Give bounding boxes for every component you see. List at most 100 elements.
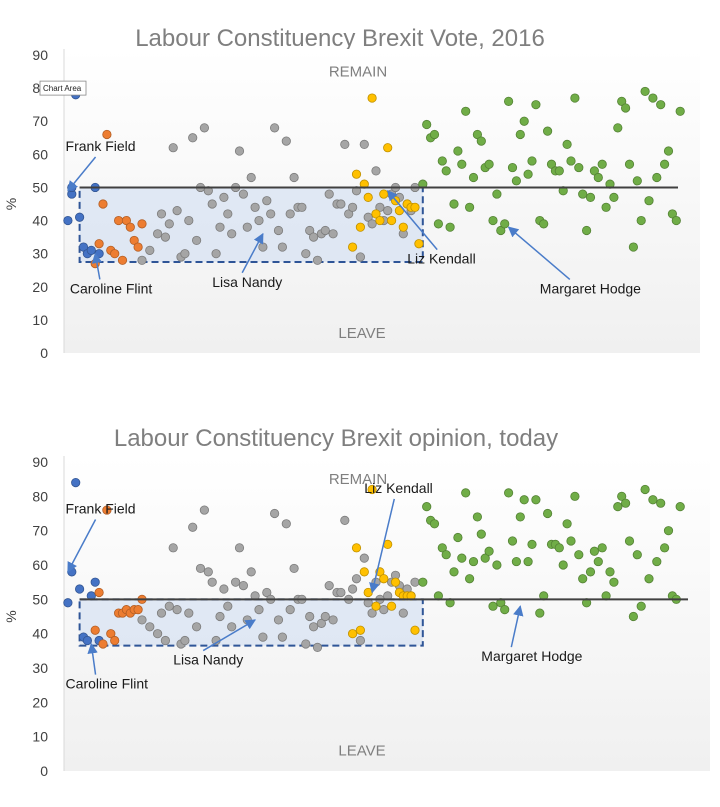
data-point-yellow <box>398 222 408 232</box>
data-point-orange <box>98 639 108 649</box>
data-point-yellow <box>410 202 420 212</box>
annotation-arrow <box>387 189 438 251</box>
data-point-green <box>620 498 631 508</box>
data-point-green <box>507 162 518 173</box>
data-point-gray <box>215 611 225 622</box>
data-point-gray <box>312 642 323 653</box>
data-point-gray <box>246 567 256 577</box>
data-point-green <box>449 199 459 209</box>
data-point-gray <box>324 580 334 591</box>
data-point-orange <box>94 239 104 249</box>
data-point-yellow <box>371 601 381 611</box>
y-tick-label: 10 <box>32 312 48 328</box>
data-point-green <box>652 172 662 183</box>
data-point-gray <box>211 249 221 259</box>
data-point-green <box>441 550 451 560</box>
data-point-gray <box>379 605 389 615</box>
y-tick-label: 70 <box>32 113 48 129</box>
data-point-gray <box>223 209 233 219</box>
data-point-green <box>574 162 584 173</box>
data-point-gray <box>207 577 217 587</box>
data-point-green <box>539 219 549 229</box>
data-point-green <box>581 225 592 236</box>
data-point-green <box>609 192 619 202</box>
data-point-yellow <box>367 484 377 495</box>
leave-label: LEAVE <box>338 742 385 759</box>
data-point-green <box>429 519 440 529</box>
data-point-gray <box>277 242 287 252</box>
y-tick-label: 40 <box>32 626 48 642</box>
y-tick-label: 80 <box>32 488 48 504</box>
data-point-gray <box>199 123 209 133</box>
data-point-yellow <box>375 215 385 226</box>
tooltip-box <box>39 80 87 96</box>
data-point-green <box>574 550 584 560</box>
data-point-yellow <box>367 93 377 103</box>
data-point-green <box>605 567 615 577</box>
annotation-arrow <box>67 156 97 192</box>
data-point-green <box>542 508 553 519</box>
data-point-gray <box>285 605 295 615</box>
data-point-yellow <box>386 215 397 226</box>
data-point-gray <box>340 139 350 149</box>
y-tick-label: 0 <box>40 763 48 779</box>
data-point-orange <box>110 249 120 259</box>
data-point-green <box>457 553 467 563</box>
chart-title: Labour Constituency Brexit Vote, 2016 <box>135 25 545 52</box>
data-point-green <box>515 129 525 140</box>
data-point-gray <box>180 635 190 646</box>
data-point-green <box>429 129 440 140</box>
annotation-arrow <box>91 252 103 280</box>
data-point-green <box>503 96 514 106</box>
annotation-arrow <box>87 642 98 675</box>
data-point-gray <box>336 199 346 209</box>
data-point-yellow <box>363 192 373 202</box>
data-point-gray <box>227 229 237 239</box>
annotation-label: Caroline Flint <box>66 676 149 692</box>
data-point-orange <box>137 219 147 229</box>
remain-label: REMAIN <box>329 471 387 488</box>
data-point-gray <box>156 209 167 219</box>
data-point-gray <box>258 632 268 642</box>
data-point-gray <box>308 622 319 632</box>
data-point-green <box>593 556 603 567</box>
data-point-green <box>503 488 514 498</box>
data-point-green <box>624 536 635 546</box>
data-point-gray <box>153 629 163 639</box>
y-tick-label: 40 <box>32 213 48 229</box>
data-point-yellow <box>351 543 362 553</box>
data-point-green <box>636 601 646 611</box>
data-point-gray <box>269 508 280 519</box>
data-point-gray <box>367 219 377 229</box>
data-point-green <box>609 577 619 587</box>
data-point-green <box>468 172 479 183</box>
data-point-green <box>628 611 639 622</box>
data-point-green <box>515 512 525 522</box>
data-point-green <box>511 556 522 567</box>
data-point-gray <box>227 622 237 632</box>
data-point-green <box>675 502 685 512</box>
data-point-green <box>472 512 482 522</box>
data-point-green <box>659 543 670 553</box>
data-point-green <box>437 543 447 553</box>
data-point-gray <box>273 615 284 625</box>
data-point-gray <box>145 622 155 632</box>
data-point-green <box>488 601 498 611</box>
data-point-green <box>527 156 537 166</box>
data-point-green <box>566 536 576 546</box>
data-point-green <box>562 519 572 529</box>
data-point-green <box>476 529 486 539</box>
data-point-gray <box>367 608 377 618</box>
data-point-green <box>562 139 572 149</box>
data-point-green <box>632 550 642 560</box>
data-point-gray <box>254 605 264 615</box>
data-point-green <box>500 605 510 615</box>
data-point-green <box>620 103 631 113</box>
annotation-label: Lisa Nandy <box>212 274 282 290</box>
annotation-arrow <box>369 498 396 594</box>
data-point-gray <box>160 635 170 646</box>
data-point-gray <box>328 615 338 625</box>
y-axis-label: % <box>3 610 19 622</box>
data-point-blue <box>82 635 93 646</box>
data-point-orange <box>90 625 100 635</box>
